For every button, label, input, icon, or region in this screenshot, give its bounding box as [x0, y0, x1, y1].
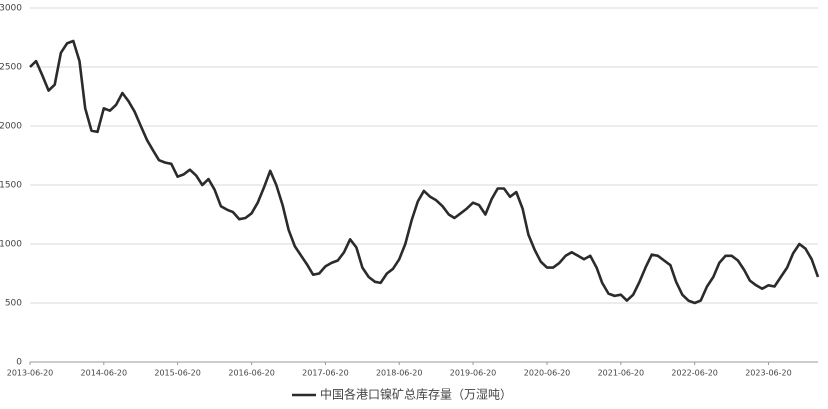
y-tick-label: 3000 [0, 4, 22, 14]
x-tick-label: 2022-06-20 [671, 369, 718, 378]
y-tick-label: 1000 [0, 240, 22, 250]
x-tick-label: 2021-06-20 [598, 369, 645, 378]
y-tick-label: 2500 [0, 63, 22, 73]
x-tick-label: 2016-06-20 [228, 369, 275, 378]
x-tick-label: 2023-06-20 [745, 369, 792, 378]
x-tick-label: 2015-06-20 [154, 369, 201, 378]
y-tick-label: 0 [16, 358, 22, 368]
data-line [29, 39, 820, 305]
x-tick-label: 2014-06-20 [81, 369, 128, 378]
x-tick-label: 2019-06-20 [450, 369, 497, 378]
x-tick-label: 2013-06-20 [7, 369, 54, 378]
y-tick-label: 500 [5, 299, 22, 309]
y-tick-label: 2000 [0, 122, 22, 132]
x-tick-label: 2018-06-20 [376, 369, 423, 378]
x-tick-label: 2017-06-20 [302, 369, 349, 378]
y-tick-label: 1500 [0, 181, 22, 191]
legend-label: 中国各港口镍矿总库存量（万湿吨） [320, 387, 512, 402]
x-tick-label: 2020-06-20 [524, 369, 571, 378]
